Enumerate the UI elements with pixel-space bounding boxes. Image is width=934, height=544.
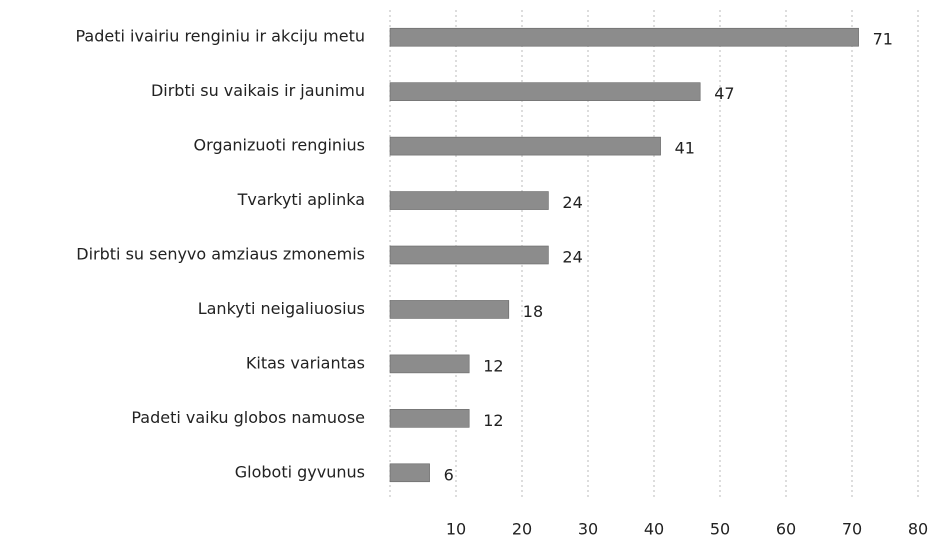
data-label: 47 <box>714 84 734 103</box>
category-label: Dirbti su vaikais ir jaunimu <box>151 81 365 100</box>
x-tick-label: 60 <box>776 520 796 539</box>
bar <box>389 27 859 47</box>
category-label: Lankyti neigaliuosius <box>198 299 365 318</box>
category-label: Padeti ivairiu renginiu ir akciju metu <box>75 27 365 46</box>
bar <box>389 191 549 210</box>
category-label: Globoti gyvunus <box>235 462 365 481</box>
category-label: Organizuoti renginius <box>194 136 365 155</box>
bar <box>389 136 661 156</box>
bar <box>389 354 470 374</box>
x-tick-label: 10 <box>446 520 466 539</box>
x-tick-label: 70 <box>842 520 862 539</box>
bar <box>389 245 549 265</box>
data-label: 12 <box>483 411 503 430</box>
x-tick-label: 40 <box>644 520 664 539</box>
category-label: Padeti vaiku globos namuose <box>131 408 365 427</box>
x-tick-label: 20 <box>512 520 532 539</box>
category-label: Tvarkyti aplinka <box>237 190 365 209</box>
category-label: Dirbti su senyvo amziaus zmonemis <box>76 245 365 264</box>
x-tick-label: 80 <box>908 520 928 539</box>
bar <box>389 82 701 101</box>
x-tick-label: 30 <box>578 520 598 539</box>
category-label: Kitas variantas <box>246 353 365 372</box>
data-label: 24 <box>562 193 582 212</box>
bar <box>389 463 430 483</box>
bar <box>389 409 470 428</box>
data-label: 41 <box>675 139 695 158</box>
x-tick-label: 50 <box>710 520 730 539</box>
bar <box>389 300 510 319</box>
data-label: 24 <box>562 248 582 267</box>
data-label: 12 <box>483 356 503 375</box>
data-label: 6 <box>444 465 454 484</box>
data-label: 18 <box>523 302 543 321</box>
data-label: 71 <box>873 30 893 49</box>
